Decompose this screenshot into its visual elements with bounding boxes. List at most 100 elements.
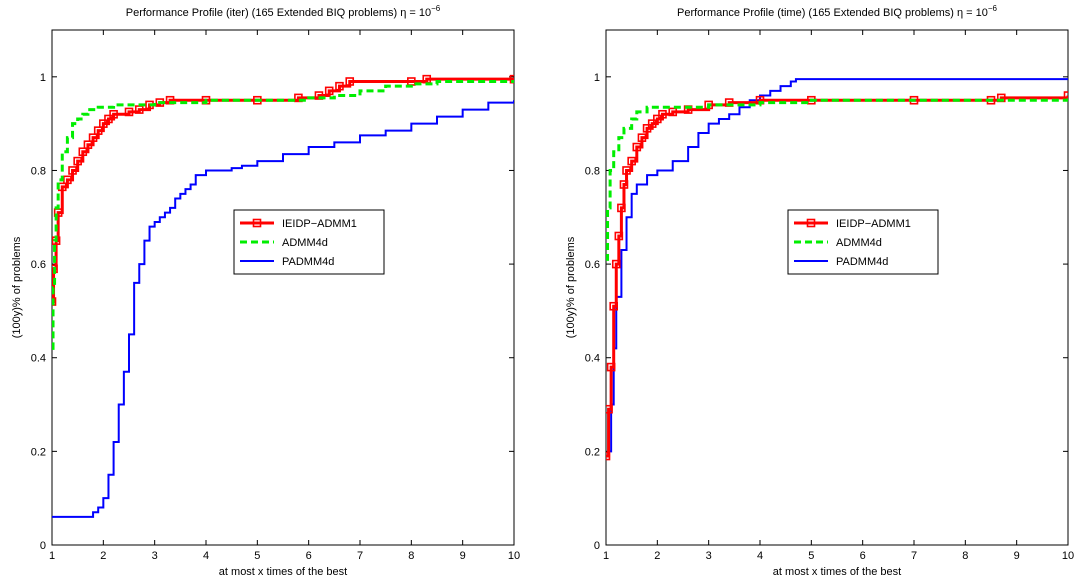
series-point-ieidp-admm1 <box>88 133 98 142</box>
series-point-ieidp-admm1 <box>658 109 667 119</box>
y-tick-label: 1 <box>594 72 600 84</box>
legend-marker-0 <box>806 218 816 228</box>
y-tick-label: 1 <box>40 72 46 84</box>
chart-title: Performance Profile (time) (165 Extended… <box>677 4 998 19</box>
series-line-ieidp-admm1 <box>52 77 514 304</box>
y-tick-label: 0.2 <box>585 446 600 458</box>
plot-area <box>51 29 515 546</box>
x-tick-label: 3 <box>152 550 158 562</box>
x-tick-label: 6 <box>860 550 866 562</box>
y-tick-label: 0.4 <box>585 353 600 365</box>
series-point-ieidp-admm1 <box>345 77 355 86</box>
legend: IEIDP−ADMM1 ADMM4d PADMM4d <box>233 209 385 275</box>
series-point-ieidp-admm1 <box>63 175 72 185</box>
series-line-padmm4d <box>52 100 514 518</box>
y-tick-label: 0.6 <box>31 259 46 271</box>
series-point-ieidp-admm1 <box>622 166 631 175</box>
x-tick-label: 9 <box>460 550 466 562</box>
series-point-ieidp-admm1 <box>619 180 629 189</box>
x-tick-label: 1 <box>603 550 609 562</box>
series-point-ieidp-admm1 <box>609 301 619 311</box>
y-tick-label: 0 <box>594 540 600 552</box>
y-tick-label: 0.8 <box>31 165 46 177</box>
chart-panel-2: Performance Profile (time) (165 Extended… <box>565 4 1074 578</box>
x-tick-label: 5 <box>254 550 260 562</box>
x-tick-label: 6 <box>306 550 312 562</box>
x-tick-label: 2 <box>654 550 660 562</box>
legend-label-1: ADMM4d <box>282 237 328 249</box>
series-point-ieidp-admm1 <box>294 93 303 103</box>
series-point-ieidp-admm1 <box>335 81 344 91</box>
series-line-ieidp-admm1 <box>606 95 1068 458</box>
x-tick-label: 7 <box>911 550 917 562</box>
series-point-ieidp-admm1 <box>647 119 657 128</box>
series-point-ieidp-admm1 <box>606 404 613 414</box>
series-point-ieidp-admm1 <box>653 114 662 124</box>
series-point-ieidp-admm1 <box>124 107 134 117</box>
y-tick-label: 0.6 <box>585 259 600 271</box>
plot-area <box>605 29 1069 546</box>
x-tick-label: 10 <box>508 550 520 562</box>
x-tick-label: 4 <box>757 550 763 562</box>
legend-marker-0 <box>252 218 262 228</box>
x-tick-label: 2 <box>100 550 106 562</box>
series-point-ieidp-admm1 <box>73 156 82 166</box>
series-point-ieidp-admm1 <box>68 166 77 175</box>
x-tick-label: 4 <box>203 550 209 562</box>
chart-title-exponent: −6 <box>988 4 998 13</box>
series-point-ieidp-admm1 <box>642 124 652 133</box>
series-point-ieidp-admm1 <box>78 147 88 157</box>
x-tick-label: 8 <box>408 550 414 562</box>
x-tick-label: 10 <box>1062 550 1074 562</box>
series-point-ieidp-admm1 <box>109 109 118 119</box>
legend-label-0: IEIDP−ADMM1 <box>282 218 357 230</box>
legend-label-0: IEIDP−ADMM1 <box>836 218 911 230</box>
x-tick-label: 7 <box>357 550 363 562</box>
legend-label-1: ADMM4d <box>836 237 882 249</box>
y-axis-label: (100y)% of problems <box>565 236 577 338</box>
x-tick-label: 8 <box>962 550 968 562</box>
series-group <box>52 74 514 518</box>
series-line-admm4d <box>52 80 514 350</box>
chart-title-text: Performance Profile (time) (165 Extended… <box>677 7 988 19</box>
x-tick-label: 5 <box>808 550 814 562</box>
series-point-ieidp-admm1 <box>617 203 626 213</box>
series-group <box>606 78 1068 461</box>
chart-title-exponent: −6 <box>431 4 441 13</box>
series-line-admm4d <box>606 97 1068 261</box>
legend-box <box>787 209 939 275</box>
series-point-ieidp-admm1 <box>99 119 108 128</box>
series-point-ieidp-admm1 <box>668 107 678 117</box>
series-point-ieidp-admm1 <box>52 297 57 306</box>
legend: IEIDP−ADMM1 ADMM4d PADMM4d <box>787 209 939 275</box>
series-point-ieidp-admm1 <box>627 156 636 166</box>
y-tick-label: 0 <box>40 540 46 552</box>
series-point-ieidp-admm1 <box>606 362 616 372</box>
series-point-ieidp-admm1 <box>104 114 113 124</box>
series-point-ieidp-admm1 <box>614 231 624 241</box>
series-point-ieidp-admm1 <box>637 133 647 142</box>
y-tick-label: 0.8 <box>585 165 600 177</box>
series-point-ieidp-admm1 <box>509 74 514 84</box>
legend-label-2: PADMM4d <box>282 256 334 268</box>
series-point-ieidp-admm1 <box>606 451 611 461</box>
x-axis-label: at most x times of the best <box>219 566 347 578</box>
series-point-ieidp-admm1 <box>83 140 93 150</box>
x-tick-label: 9 <box>1014 550 1020 562</box>
chart-title-text: Performance Profile (iter) (165 Extended… <box>126 7 431 19</box>
x-tick-label: 1 <box>49 550 55 562</box>
y-tick-label: 0.2 <box>31 446 46 458</box>
chart-panel-1: Performance Profile (iter) (165 Extended… <box>11 4 520 578</box>
y-tick-label: 0.4 <box>31 353 46 365</box>
series-point-ieidp-admm1 <box>611 259 621 269</box>
series-point-ieidp-admm1 <box>93 126 103 135</box>
series-point-ieidp-admm1 <box>1063 91 1068 100</box>
series-point-ieidp-admm1 <box>632 142 642 152</box>
y-axis-label: (100y)% of problems <box>11 236 23 338</box>
chart-title: Performance Profile (iter) (165 Extended… <box>126 4 441 19</box>
x-tick-label: 3 <box>706 550 712 562</box>
legend-box <box>233 209 385 275</box>
series-point-ieidp-admm1 <box>324 86 334 96</box>
x-axis-label: at most x times of the best <box>773 566 901 578</box>
